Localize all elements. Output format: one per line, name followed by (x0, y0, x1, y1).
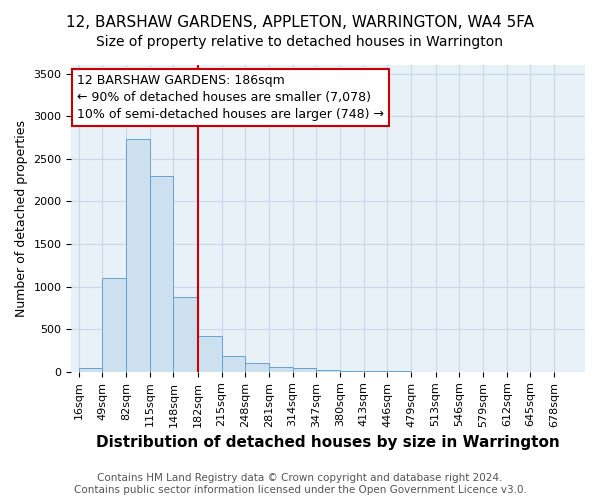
Bar (126, 139, 149, 372)
Bar (102, 278, 126, 372)
Bar (221, 356, 245, 372)
Bar (173, 297, 197, 372)
Bar (340, 370, 364, 372)
Bar (245, 364, 269, 372)
Bar (364, 371, 388, 372)
Bar (316, 370, 340, 372)
Bar (79, 368, 102, 372)
Bar (198, 336, 221, 372)
Text: 12 BARSHAW GARDENS: 186sqm
← 90% of detached houses are smaller (7,078)
10% of s: 12 BARSHAW GARDENS: 186sqm ← 90% of deta… (77, 74, 383, 121)
Bar (149, 176, 173, 372)
Bar (293, 368, 316, 372)
Text: Contains HM Land Registry data © Crown copyright and database right 2024.
Contai: Contains HM Land Registry data © Crown c… (74, 474, 526, 495)
Y-axis label: Number of detached properties: Number of detached properties (15, 120, 28, 317)
Text: 12, BARSHAW GARDENS, APPLETON, WARRINGTON, WA4 5FA: 12, BARSHAW GARDENS, APPLETON, WARRINGTO… (66, 15, 534, 30)
X-axis label: Distribution of detached houses by size in Warrington: Distribution of detached houses by size … (97, 435, 560, 450)
Bar (269, 366, 293, 372)
Text: Size of property relative to detached houses in Warrington: Size of property relative to detached ho… (97, 35, 503, 49)
